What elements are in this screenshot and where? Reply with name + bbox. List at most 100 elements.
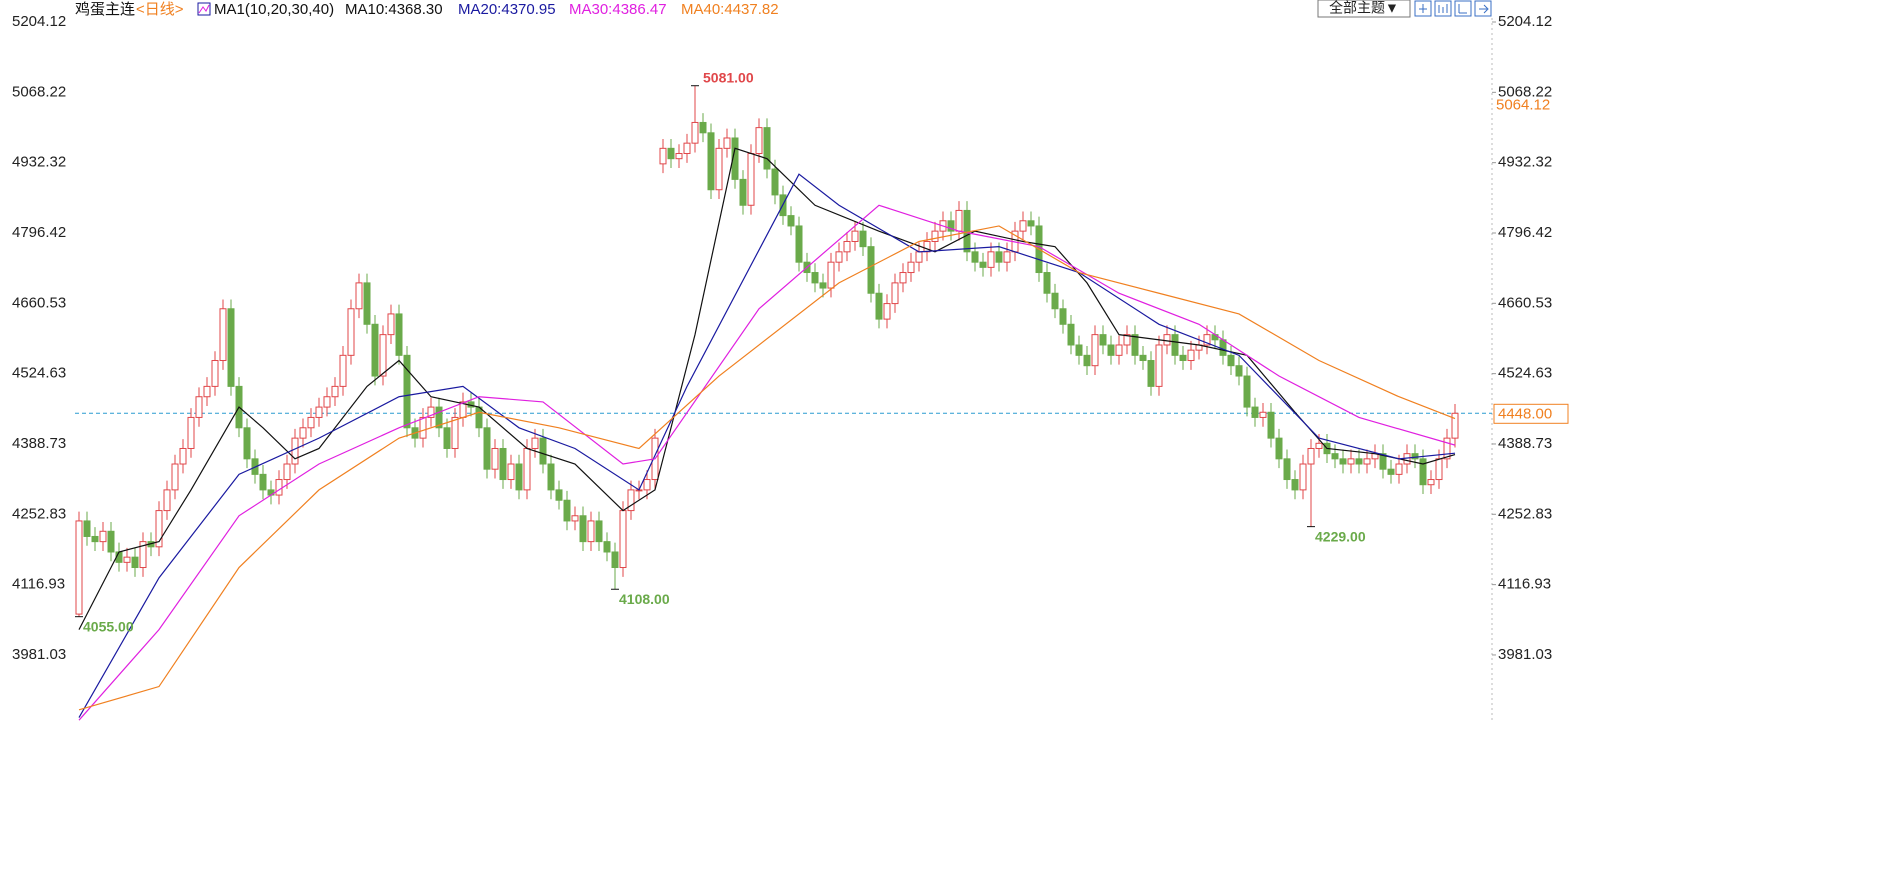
y2-tick-label: 4116.93 xyxy=(1498,576,1551,593)
y-tick-label: 4252.83 xyxy=(12,505,66,522)
y-tick-label: 4796.42 xyxy=(12,224,66,241)
candle-body xyxy=(715,147,723,191)
y-tick-label: 4388.73 xyxy=(12,435,66,452)
candle-body xyxy=(275,479,283,496)
candle-body xyxy=(659,147,667,165)
y-tick-label: 4932.32 xyxy=(12,154,66,171)
candle-body xyxy=(1059,308,1067,325)
candle-body xyxy=(227,308,235,387)
candle-body xyxy=(299,427,307,439)
theme-button-label[interactable]: 全部主题▼ xyxy=(1329,0,1399,16)
candle-body xyxy=(123,556,131,563)
candle-body xyxy=(1139,354,1147,362)
candles xyxy=(75,85,1459,617)
candle-body xyxy=(1363,458,1371,465)
candle-body xyxy=(795,225,803,263)
indicator-icon-line xyxy=(198,4,210,14)
candle-body xyxy=(1331,453,1339,460)
candle-body xyxy=(475,406,483,429)
candle-body xyxy=(1243,375,1251,408)
candle-body xyxy=(675,153,683,160)
tool-button[interactable] xyxy=(1454,0,1472,17)
candle-body xyxy=(1155,344,1163,387)
ma-line xyxy=(78,147,1456,630)
candle-body xyxy=(131,556,139,569)
candle-body xyxy=(195,396,203,418)
candle-body xyxy=(451,416,459,449)
candle-body xyxy=(787,215,795,227)
candle-body xyxy=(603,541,611,553)
candle-body xyxy=(1267,411,1275,439)
candle-body xyxy=(1291,479,1299,491)
candle-body xyxy=(1219,339,1227,356)
candle-body xyxy=(1019,220,1027,232)
y2-tick-label: 4660.53 xyxy=(1498,294,1552,311)
candle-body xyxy=(1235,365,1243,377)
candle-body xyxy=(859,230,867,248)
candle-body xyxy=(539,437,547,465)
y2-tick-label: 4796.42 xyxy=(1498,224,1552,241)
candle-body xyxy=(1123,334,1131,346)
candle-body xyxy=(867,246,875,294)
candle-body xyxy=(155,510,163,548)
period-label[interactable]: <日线> xyxy=(136,1,184,18)
candle-body xyxy=(571,515,579,522)
candle-body xyxy=(1171,334,1179,356)
candle-body xyxy=(579,515,587,543)
indicator-icon[interactable] xyxy=(197,2,211,16)
y2-tick-label: 5204.12 xyxy=(1498,13,1552,30)
ma-line xyxy=(78,173,1456,718)
candle-body xyxy=(1147,360,1155,387)
candle-body xyxy=(1179,354,1187,362)
y-tick-label: 4524.63 xyxy=(12,365,66,382)
candle-body xyxy=(963,209,971,253)
legend-entry: MA20:4370.95 xyxy=(458,1,556,18)
candle-body xyxy=(627,489,635,512)
y-tick-label: 5068.22 xyxy=(12,83,66,100)
candle-body xyxy=(1115,344,1123,356)
candle-body xyxy=(707,132,715,191)
y-tick-label: 5204.12 xyxy=(12,13,66,30)
candle-body xyxy=(531,437,539,449)
candle-body xyxy=(1387,468,1395,475)
candle-body xyxy=(507,463,515,481)
y2-tick-label: 4524.63 xyxy=(1498,365,1552,382)
candle-body xyxy=(563,499,571,522)
candle-body xyxy=(643,479,651,491)
y-tick-label: 4116.93 xyxy=(12,576,65,593)
candle-body xyxy=(699,121,707,134)
candle-body xyxy=(1003,251,1011,263)
candle-body xyxy=(899,272,907,284)
legend-entry: MA40:4437.82 xyxy=(681,1,779,18)
candle-body xyxy=(331,385,339,398)
candle-body xyxy=(171,463,179,491)
candle-body xyxy=(291,437,299,465)
candle-body xyxy=(1307,447,1315,465)
candle-body xyxy=(395,313,403,356)
candle-body xyxy=(1411,453,1419,460)
candle-body xyxy=(667,147,675,160)
candle-body xyxy=(523,447,531,491)
y-tick-label: 3981.03 xyxy=(12,646,66,663)
candle-body xyxy=(931,230,939,242)
candle-body xyxy=(907,261,915,274)
candle-body xyxy=(339,354,347,387)
theme-button[interactable] xyxy=(1317,0,1411,18)
candle-body xyxy=(211,360,219,387)
candle-body xyxy=(827,261,835,289)
ma-line xyxy=(78,204,1456,721)
candle-body xyxy=(731,137,739,180)
annotation-label: 4108.00 xyxy=(619,591,670,607)
candle-body xyxy=(315,406,323,418)
candle-body xyxy=(1067,323,1075,346)
candle-body xyxy=(435,406,443,429)
indicator-label[interactable]: MA1(10,20,30,40) xyxy=(214,1,334,18)
candle-body xyxy=(819,282,827,289)
candle-body xyxy=(1163,334,1171,346)
candle-body xyxy=(891,282,899,305)
candle-body xyxy=(619,510,627,569)
candle-body xyxy=(1075,344,1083,356)
candle-body xyxy=(379,334,387,377)
